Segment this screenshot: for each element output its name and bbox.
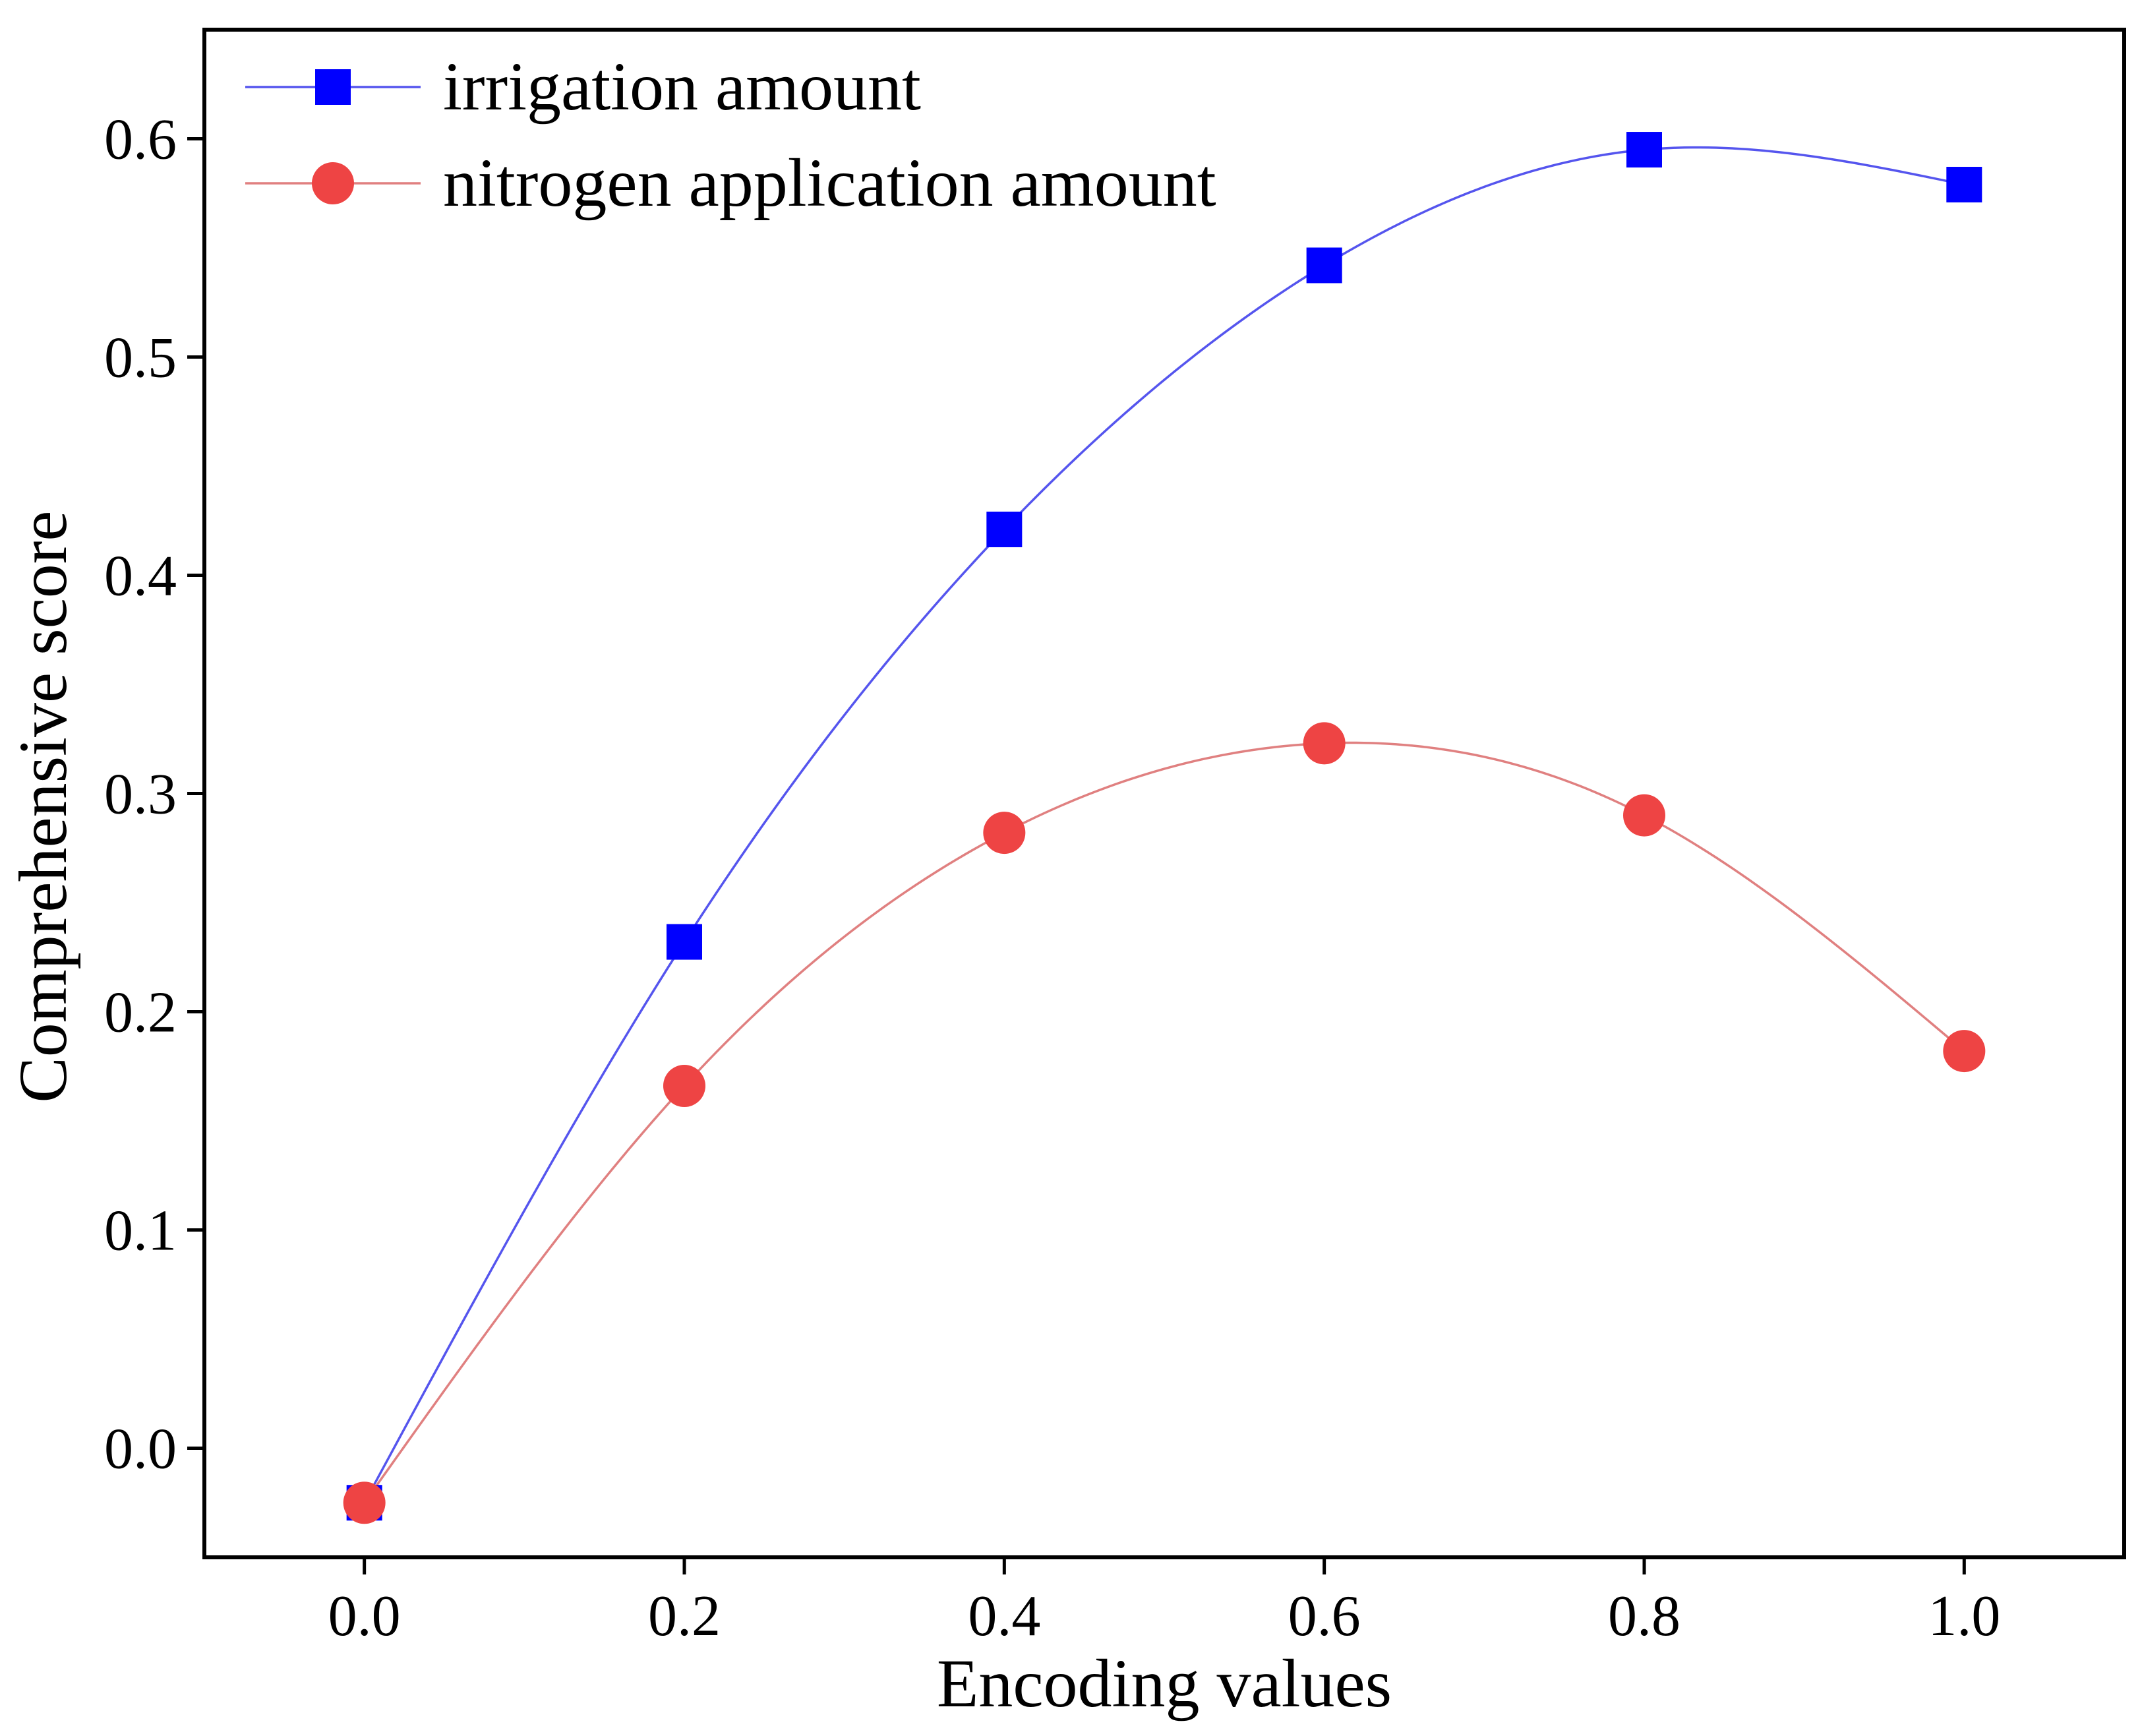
data-point-irrigation [1306, 247, 1342, 284]
x-tick-label: 0.8 [1608, 1584, 1680, 1648]
y-tick-label: 0.6 [104, 108, 177, 172]
data-point-irrigation [1946, 167, 1982, 203]
y-tick-label: 0.5 [104, 326, 177, 390]
legend-label: irrigation amount [443, 49, 921, 125]
data-point-nitrogen [1943, 1030, 1986, 1073]
y-axis-label: Comprehensive score [5, 510, 81, 1102]
data-point-irrigation [986, 511, 1023, 547]
curves-layer [363, 146, 1965, 1504]
data-point-irrigation [1626, 132, 1662, 168]
y-tick-label: 0.1 [104, 1199, 177, 1263]
y-tick-label: 0.3 [104, 763, 177, 827]
data-point-nitrogen [983, 812, 1026, 854]
x-tick-label: 0.4 [968, 1584, 1040, 1648]
data-point-irrigation [667, 924, 702, 960]
ticks-layer: 0.0 0.2 0.4 0.6 0.8 1.0 0.0 0.1 0.2 0.3 0.4 0.5 0.6 [104, 108, 2000, 1649]
plot-frame [202, 28, 2126, 1559]
markers-layer [343, 132, 1986, 1524]
x-tick-label: 1.0 [1928, 1584, 2000, 1648]
legend-marker-square [315, 69, 351, 105]
legend-marker-circle [312, 162, 354, 204]
x-axis-label: Encoding values [937, 1646, 1392, 1721]
y-tick-label: 0.4 [104, 545, 177, 609]
legend-label: nitrogen application amount [443, 145, 1216, 221]
x-tick-label: 0.2 [648, 1584, 721, 1648]
data-point-nitrogen [1303, 722, 1346, 765]
legend: irrigation amount nitrogen application am… [245, 49, 1216, 221]
y-tick-label: 0.2 [104, 981, 177, 1045]
data-point-nitrogen [343, 1482, 386, 1524]
x-tick-label: 0.6 [1288, 1584, 1361, 1648]
x-tick-label: 0.0 [328, 1584, 401, 1648]
series-line-nitrogen [363, 741, 1965, 1504]
y-tick-label: 0.0 [104, 1418, 177, 1482]
data-point-nitrogen [663, 1065, 705, 1108]
data-point-nitrogen [1623, 794, 1665, 837]
series-line-irrigation [363, 146, 1965, 1504]
